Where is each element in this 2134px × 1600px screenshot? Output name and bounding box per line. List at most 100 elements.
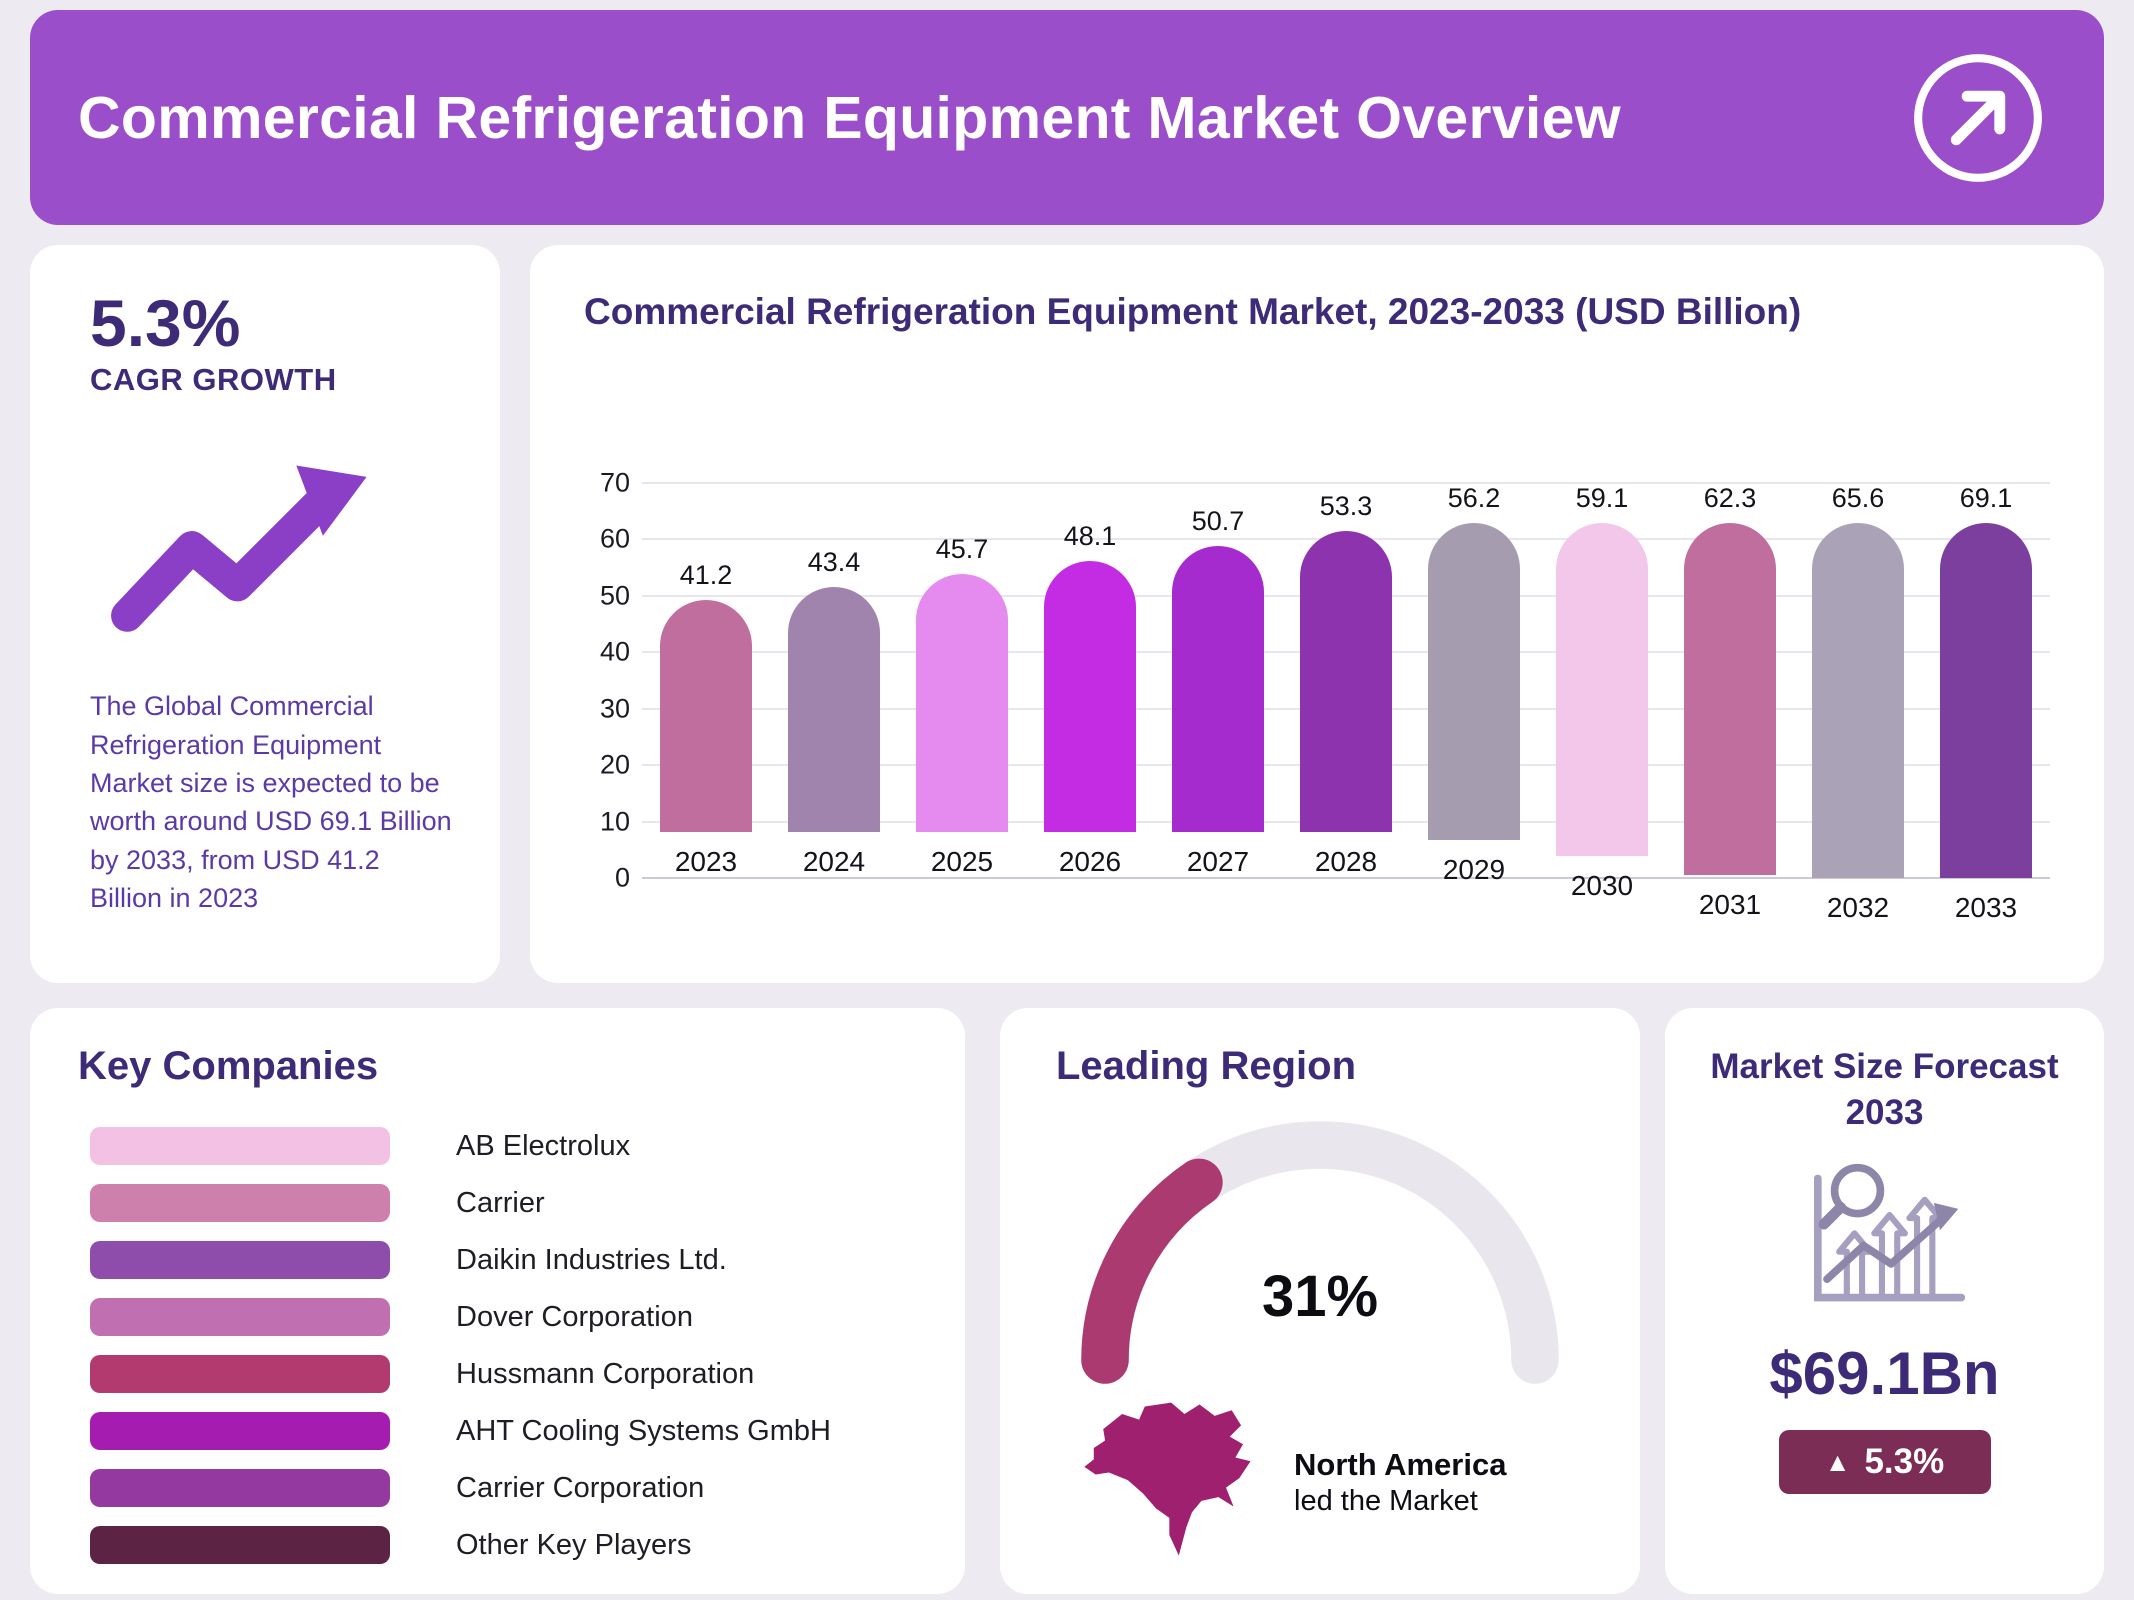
company-color-bar (90, 1469, 390, 1507)
growth-badge-value: 5.3% (1864, 1442, 1945, 1481)
bar-chart: 0 10 20 30 40 50 60 70 41.2 2023 43.4 2024 45.7 2025… (584, 468, 2050, 923)
gauge-percent-label: 31% (1261, 1264, 1379, 1329)
company-row: Dover Corporation (90, 1298, 925, 1336)
cagr-value: 5.3% (90, 286, 241, 360)
chart-y-labels: 0 10 20 30 40 50 60 70 (584, 468, 642, 893)
bar-column: 48.1 2026 (1026, 483, 1154, 878)
bar-category-label: 2025 (930, 846, 994, 877)
chart-card: Commercial Refrigeration Equipment Marke… (530, 245, 2104, 983)
gauge-fill-arc (1081, 1121, 1559, 1384)
bar-value-label: 59.1 (1575, 483, 1629, 513)
bar-stack: 69.1 (1940, 483, 2032, 878)
bar (1940, 523, 2032, 878)
bar-column: 59.1 2030 (1538, 483, 1666, 901)
company-name: Other Key Players (456, 1528, 692, 1561)
company-name: AB Electrolux (456, 1129, 631, 1162)
cagr-label: CAGR GROWTH (90, 362, 337, 398)
up-triangle-icon: ▲ (1824, 1447, 1851, 1477)
bar-stack: 62.3 (1684, 483, 1776, 875)
cagr-card: 5.3% CAGR GROWTH The Global Commercial R… (30, 245, 500, 983)
market-size-value: $69.1Bn (1769, 1340, 2000, 1407)
bar-column: 62.3 2031 (1666, 483, 1794, 920)
bar-value-label: 50.7 (1191, 505, 1245, 536)
company-name: AHT Cooling Systems GmbH (456, 1414, 831, 1447)
company-color-bar (90, 1412, 390, 1450)
bar (1812, 523, 1904, 878)
company-row: Carrier Corporation (90, 1469, 925, 1507)
bar-value-label: 56.2 (1447, 483, 1501, 513)
company-name: Dover Corporation (456, 1300, 693, 1333)
y-axis-tick: 0 (614, 862, 630, 893)
company-row: Carrier (90, 1184, 925, 1222)
company-name: Carrier (456, 1186, 545, 1219)
bar-stack: 45.7 (916, 483, 1008, 832)
bar-category-label: 2033 (1954, 892, 2018, 923)
bar (660, 599, 752, 832)
bar-column: 53.3 2028 (1282, 483, 1410, 878)
company-color-bar (90, 1355, 390, 1393)
bar-column: 69.1 2033 (1922, 483, 2050, 923)
leading-region-card: Leading Region 31% North America led the… (1000, 1008, 1640, 1594)
region-caption: led the Market (1294, 1484, 1478, 1517)
external-arrow-icon (1914, 53, 2042, 182)
bar-stack: 41.2 (660, 483, 752, 832)
cagr-description: The Global Commercial Refrigeration Equi… (90, 691, 452, 913)
page-title: Commercial Refrigeration Equipment Marke… (78, 84, 1621, 151)
bar-value-label: 53.3 (1319, 491, 1373, 522)
bar-chart-plot: 41.2 2023 43.4 2024 45.7 2025 48.1 2026 50.7 2027… (642, 482, 2050, 923)
bar-category-label: 2023 (674, 846, 738, 877)
bar-column: 41.2 2023 (642, 483, 770, 878)
bar-value-label: 45.7 (935, 534, 989, 565)
company-color-bar (90, 1241, 390, 1279)
bar-stack: 65.6 (1812, 483, 1904, 878)
bar-stack: 50.7 (1172, 483, 1264, 832)
chart-title: Commercial Refrigeration Equipment Marke… (584, 291, 1802, 332)
bar-stack: 43.4 (788, 483, 880, 832)
company-color-bar (90, 1526, 390, 1564)
bar (916, 574, 1008, 832)
bar-column: 43.4 2024 (770, 483, 898, 878)
market-size-title: Market Size Forecast 2033 (1710, 1047, 2059, 1132)
y-axis-tick: 60 (599, 523, 630, 554)
company-row: AHT Cooling Systems GmbH (90, 1412, 925, 1450)
bar-category-label: 2031 (1698, 888, 1762, 920)
bar-column: 50.7 2027 (1154, 483, 1282, 878)
y-axis-tick: 40 (599, 636, 630, 667)
bar-value-label: 69.1 (1959, 483, 2013, 513)
bar-column: 56.2 2029 (1410, 483, 1538, 885)
company-name: Daikin Industries Ltd. (456, 1243, 727, 1276)
key-companies-list: AB Electrolux Carrier Daikin Industries Lt… (90, 1127, 925, 1564)
bar-category-label: 2024 (802, 846, 866, 877)
trend-up-arrow-icon (111, 465, 367, 633)
bar-value-label: 41.2 (679, 559, 733, 590)
company-color-bar (90, 1298, 390, 1336)
company-name: Carrier Corporation (456, 1471, 705, 1504)
region-name: North America (1294, 1446, 1507, 1482)
leading-region-title: Leading Region (1056, 1044, 1356, 1088)
leading-region-caption: North America led the Market (1294, 1447, 1506, 1518)
y-axis-tick: 70 (599, 467, 630, 498)
company-name: Hussmann Corporation (456, 1357, 755, 1390)
leading-region-footer: North America led the Market (1080, 1397, 1640, 1567)
y-axis-tick: 10 (599, 806, 630, 837)
bar-value-label: 48.1 (1063, 520, 1117, 551)
bar (1556, 523, 1648, 857)
company-row: Daikin Industries Ltd. (90, 1241, 925, 1279)
key-companies-title: Key Companies (78, 1044, 379, 1088)
bar-column: 45.7 2025 (898, 483, 1026, 878)
bar (1428, 523, 1520, 841)
north-america-map-icon (1084, 1402, 1251, 1556)
bar-stack: 59.1 (1556, 483, 1648, 857)
gridline (642, 482, 2050, 484)
bar-category-label: 2027 (1186, 846, 1250, 877)
y-axis-tick: 20 (599, 749, 630, 780)
bar-stack: 56.2 (1428, 483, 1520, 841)
company-row: Hussmann Corporation (90, 1355, 925, 1393)
gridline (642, 877, 2050, 879)
gauge: 31% (1070, 1115, 1570, 1384)
bar-value-label: 62.3 (1703, 483, 1757, 513)
company-color-bar (90, 1184, 390, 1222)
market-analysis-icon (1813, 1163, 1965, 1302)
company-row: Other Key Players (90, 1526, 925, 1564)
